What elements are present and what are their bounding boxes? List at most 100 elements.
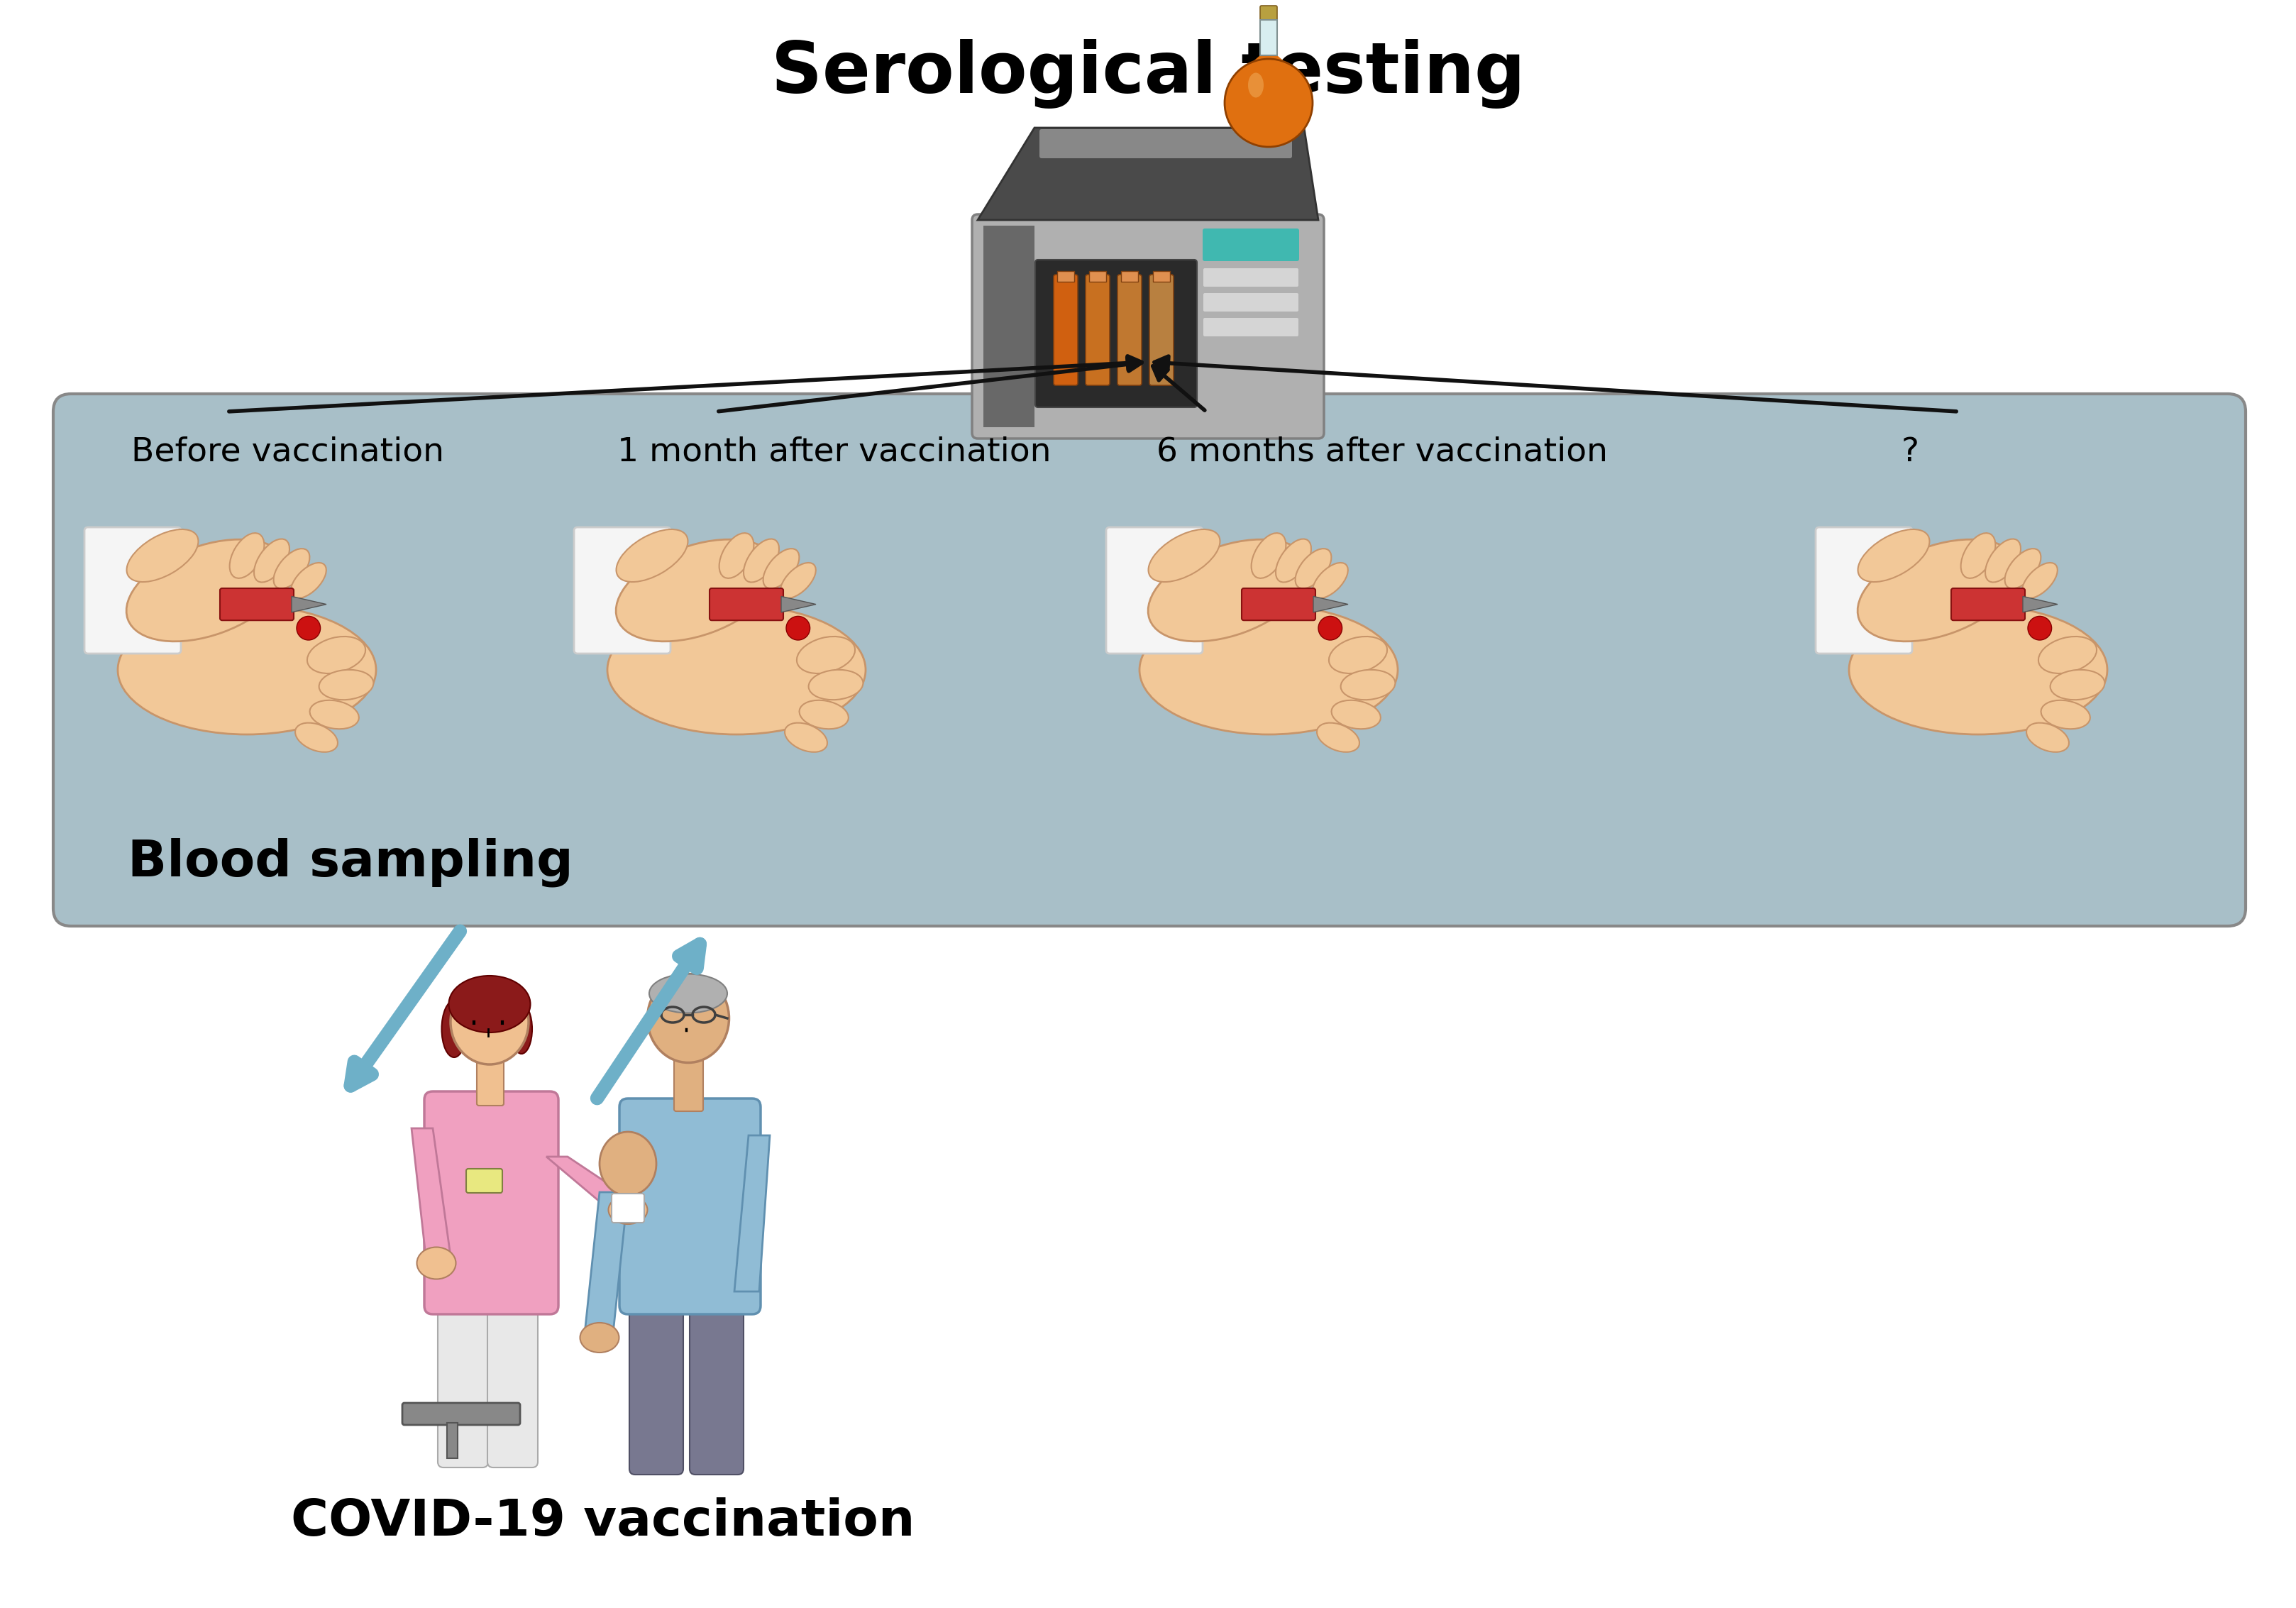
FancyBboxPatch shape — [466, 1169, 503, 1193]
Ellipse shape — [1311, 563, 1348, 598]
FancyBboxPatch shape — [1203, 293, 1297, 312]
FancyBboxPatch shape — [1148, 275, 1173, 386]
FancyBboxPatch shape — [1242, 589, 1316, 621]
Ellipse shape — [416, 1248, 455, 1278]
Ellipse shape — [310, 699, 358, 728]
FancyBboxPatch shape — [220, 589, 294, 621]
Ellipse shape — [308, 637, 365, 674]
FancyBboxPatch shape — [1203, 228, 1300, 260]
FancyBboxPatch shape — [673, 1058, 703, 1111]
FancyBboxPatch shape — [689, 1299, 744, 1475]
FancyBboxPatch shape — [1261, 6, 1277, 21]
Ellipse shape — [2004, 548, 2041, 589]
Ellipse shape — [1139, 605, 1398, 735]
Polygon shape — [2023, 597, 2057, 613]
Text: Blood sampling: Blood sampling — [129, 838, 574, 888]
FancyBboxPatch shape — [1952, 589, 2025, 621]
Ellipse shape — [2020, 563, 2057, 598]
Ellipse shape — [1148, 539, 1309, 642]
Text: 6 months after vaccination: 6 months after vaccination — [1157, 436, 1607, 468]
Ellipse shape — [1251, 532, 1286, 579]
Ellipse shape — [797, 637, 854, 674]
FancyBboxPatch shape — [439, 1299, 489, 1468]
FancyBboxPatch shape — [1040, 129, 1293, 158]
Ellipse shape — [581, 1323, 620, 1352]
Bar — [1153, 272, 1169, 281]
FancyBboxPatch shape — [1107, 527, 1203, 653]
FancyBboxPatch shape — [53, 394, 2245, 926]
Circle shape — [1318, 616, 1341, 640]
Ellipse shape — [1332, 699, 1380, 728]
FancyBboxPatch shape — [1816, 527, 1913, 653]
Ellipse shape — [255, 539, 289, 582]
Ellipse shape — [296, 724, 338, 753]
Ellipse shape — [1857, 529, 1929, 582]
FancyBboxPatch shape — [620, 1098, 760, 1314]
Polygon shape — [1313, 597, 1348, 613]
Text: Before vaccination: Before vaccination — [131, 436, 443, 468]
Circle shape — [296, 616, 321, 640]
Text: Serological testing: Serological testing — [771, 39, 1525, 109]
Ellipse shape — [799, 699, 847, 728]
FancyBboxPatch shape — [1203, 318, 1297, 336]
FancyBboxPatch shape — [1054, 275, 1077, 386]
Polygon shape — [983, 225, 1033, 428]
Ellipse shape — [781, 563, 815, 598]
Ellipse shape — [599, 1132, 657, 1196]
Polygon shape — [978, 127, 1318, 220]
Ellipse shape — [1148, 529, 1219, 582]
FancyBboxPatch shape — [487, 1299, 537, 1468]
Ellipse shape — [1295, 548, 1332, 589]
FancyBboxPatch shape — [611, 1193, 645, 1222]
FancyBboxPatch shape — [574, 527, 670, 653]
Polygon shape — [781, 597, 815, 613]
Ellipse shape — [1857, 539, 2018, 642]
Ellipse shape — [117, 605, 377, 735]
FancyBboxPatch shape — [1118, 275, 1141, 386]
Ellipse shape — [450, 979, 528, 1064]
Ellipse shape — [2050, 671, 2103, 699]
Text: 1 month after vaccination: 1 month after vaccination — [618, 436, 1052, 468]
Ellipse shape — [719, 532, 753, 579]
Polygon shape — [1228, 55, 1306, 82]
Bar — [1261, 19, 1277, 55]
FancyBboxPatch shape — [629, 1299, 682, 1475]
Ellipse shape — [606, 605, 866, 735]
Ellipse shape — [2039, 637, 2096, 674]
Circle shape — [2027, 616, 2050, 640]
FancyBboxPatch shape — [1086, 275, 1109, 386]
Ellipse shape — [744, 539, 778, 582]
Ellipse shape — [1341, 671, 1394, 699]
Polygon shape — [411, 1129, 450, 1256]
Ellipse shape — [1274, 539, 1311, 582]
Ellipse shape — [292, 563, 326, 598]
Ellipse shape — [230, 532, 264, 579]
Ellipse shape — [319, 671, 374, 699]
FancyBboxPatch shape — [971, 214, 1322, 439]
Ellipse shape — [510, 1003, 533, 1053]
Ellipse shape — [1848, 605, 2108, 735]
Bar — [1088, 272, 1107, 281]
FancyBboxPatch shape — [425, 1092, 558, 1314]
Text: ?: ? — [1901, 436, 1919, 468]
FancyBboxPatch shape — [1203, 269, 1297, 286]
Text: COVID-19 vaccination: COVID-19 vaccination — [292, 1497, 914, 1547]
Ellipse shape — [608, 1196, 647, 1224]
Ellipse shape — [808, 671, 863, 699]
Ellipse shape — [1247, 72, 1263, 98]
Ellipse shape — [273, 548, 310, 589]
FancyBboxPatch shape — [1035, 260, 1196, 407]
Ellipse shape — [785, 724, 827, 753]
Ellipse shape — [650, 974, 728, 1013]
FancyBboxPatch shape — [478, 1055, 503, 1106]
Ellipse shape — [126, 529, 197, 582]
Ellipse shape — [1329, 637, 1387, 674]
Ellipse shape — [1316, 724, 1359, 753]
FancyBboxPatch shape — [85, 527, 181, 653]
Ellipse shape — [1984, 539, 2020, 582]
FancyBboxPatch shape — [709, 589, 783, 621]
Ellipse shape — [126, 539, 287, 642]
Ellipse shape — [441, 1000, 466, 1058]
Ellipse shape — [647, 974, 728, 1063]
Circle shape — [1224, 59, 1313, 146]
